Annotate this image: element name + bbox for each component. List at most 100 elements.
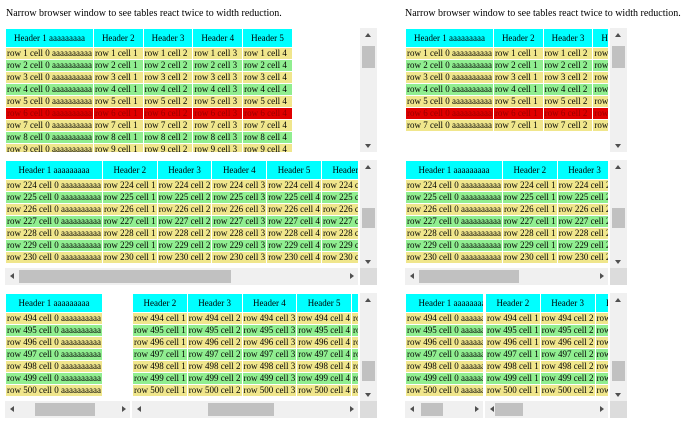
- header-cell: Header 4: [595, 294, 608, 312]
- horizontal-scrollbar[interactable]: [5, 268, 358, 285]
- scroll-thumb[interactable]: [362, 46, 375, 68]
- table-cell: row 229 cell 3: [212, 240, 267, 251]
- scroll-right[interactable]: [600, 273, 607, 279]
- scroll-down[interactable]: [365, 260, 371, 267]
- scroll-down[interactable]: [365, 393, 371, 400]
- table-cell: row 5 cell 3: [593, 96, 608, 107]
- scroll-thumb[interactable]: [19, 270, 231, 283]
- header-cell: Header 1 aaaaaaaaa: [6, 29, 93, 47]
- table-cell: row 494 cell 1: [486, 313, 540, 324]
- table-cell: row 225 cell 0 aaaaaaaaaa: [6, 192, 102, 203]
- table-cell: row 7 cell 2: [143, 120, 193, 131]
- table-cell: row 500 cell 2: [540, 385, 595, 396]
- table-cell: row 6 cell 2: [543, 108, 593, 119]
- header-cell: Header 3: [143, 29, 193, 47]
- scroll-right[interactable]: [350, 273, 357, 279]
- scroll-down[interactable]: [365, 144, 371, 151]
- scroll-thumb[interactable]: [612, 208, 625, 228]
- vertical-scrollbar[interactable]: [360, 160, 377, 268]
- horizontal-scrollbar[interactable]: [405, 268, 608, 285]
- table-cell: row 497 cell 2: [187, 349, 242, 360]
- scroll-up[interactable]: [615, 162, 621, 169]
- table-cell: row 495 cell 1: [133, 325, 187, 336]
- table-row: row 2 cell 0 aaaaaaaaaa row 2 cell 1 row 2…: [406, 60, 608, 71]
- header-cell: Header 2: [486, 294, 540, 312]
- table-cell: row 225 cell 1: [502, 192, 557, 203]
- table-cell: row 229 cell 1: [102, 240, 157, 251]
- vertical-scrollbar[interactable]: [610, 160, 627, 268]
- horizontal-scrollbar[interactable]: [132, 401, 358, 418]
- header-cell: Header 1 aaaaaaaaa: [6, 161, 102, 179]
- scroll-thumb[interactable]: [421, 403, 443, 416]
- vertical-scrollbar[interactable]: [610, 28, 627, 152]
- scroll-down[interactable]: [615, 144, 621, 151]
- scroll-left[interactable]: [407, 406, 414, 412]
- table-cell: row 227 cell 1: [502, 216, 557, 227]
- table-cell: row 500 cell 3: [595, 385, 608, 396]
- scroll-right[interactable]: [350, 406, 357, 412]
- scroll-thumb[interactable]: [612, 361, 625, 381]
- scroll-left[interactable]: [7, 273, 14, 279]
- scroll-up[interactable]: [615, 295, 621, 302]
- table-row: row 497 cell 0 aaaaaaaaaa: [406, 349, 483, 360]
- horizontal-scrollbar[interactable]: [5, 401, 130, 418]
- horizontal-scrollbar[interactable]: [485, 401, 608, 418]
- table-cell: row 224 cell 2: [557, 180, 608, 191]
- scroll-thumb[interactable]: [612, 46, 625, 68]
- table-cell: row 499 cell 2: [540, 373, 595, 384]
- scroll-down[interactable]: [615, 393, 621, 400]
- scroll-thumb[interactable]: [362, 361, 375, 381]
- vertical-scrollbar[interactable]: [360, 293, 377, 401]
- table-row: row 5 cell 0 aaaaaaaaaa row 5 cell 1 row 5…: [6, 96, 292, 107]
- scroll-thumb[interactable]: [419, 270, 519, 283]
- vertical-scrollbar[interactable]: [360, 28, 377, 152]
- table-cell: row 497 cell 3: [595, 349, 608, 360]
- table-cell: row 499 cell 1: [133, 373, 187, 384]
- table-cell: row 2 cell 0 aaaaaaaaaa: [406, 60, 493, 71]
- table-cell: row 7 cell 2: [543, 120, 593, 131]
- scroll-down[interactable]: [615, 260, 621, 267]
- scroll-thumb[interactable]: [495, 403, 523, 416]
- scroll-left[interactable]: [487, 406, 494, 412]
- scroll-thumb[interactable]: [35, 403, 95, 416]
- scroll-thumb[interactable]: [208, 403, 274, 416]
- table-row: row 6 cell 0 aaaaaaaaaa row 6 cell 1 row 6…: [406, 108, 608, 119]
- scroll-up[interactable]: [365, 162, 371, 169]
- vertical-scrollbar[interactable]: [610, 293, 627, 401]
- table-cell: row 230 cell 4: [267, 252, 321, 263]
- table-cell: row 499 cell 3: [595, 373, 608, 384]
- header-cell: Header 1 aaaaaaaaa: [6, 294, 102, 312]
- scroll-thumb[interactable]: [362, 208, 375, 228]
- horizontal-scrollbar[interactable]: [405, 401, 483, 418]
- scroll-left[interactable]: [407, 273, 414, 279]
- table-cell: row 228 cell 2: [557, 228, 608, 239]
- table-cell: row 4 cell 1: [493, 84, 543, 95]
- header-cell: Header 2: [93, 29, 143, 47]
- scroll-right[interactable]: [122, 406, 129, 412]
- table-cell: row 225 cell 3: [212, 192, 267, 203]
- scroll-up[interactable]: [365, 30, 371, 37]
- header-cell: Header 2: [102, 161, 157, 179]
- scroll-up[interactable]: [615, 30, 621, 37]
- table-row: row 500 cell 0 aaaaaaaaaa: [406, 385, 483, 396]
- scroll-right[interactable]: [600, 406, 607, 412]
- scroll-right[interactable]: [475, 406, 482, 412]
- table-cell: row 4 cell 1: [93, 84, 143, 95]
- scroll-left[interactable]: [7, 406, 14, 412]
- scroll-left[interactable]: [134, 406, 141, 412]
- scroll-up[interactable]: [365, 295, 371, 302]
- table-cell: row 230 cell 0 aaaaaaaaaa: [406, 252, 502, 263]
